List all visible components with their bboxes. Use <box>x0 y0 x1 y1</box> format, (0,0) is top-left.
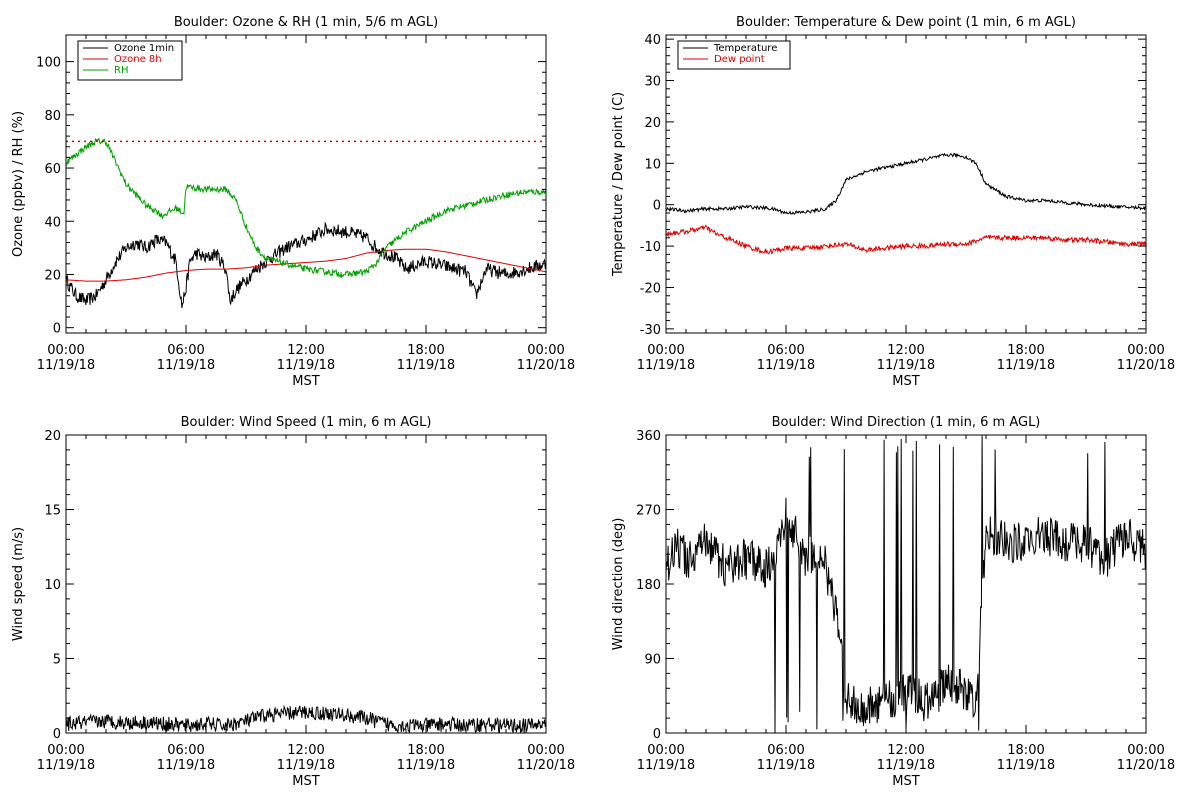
x-tick-date-label: 11/19/18 <box>157 358 215 373</box>
y-tick-label: 360 <box>636 429 661 444</box>
x-tick-date-label: 11/19/18 <box>877 758 935 773</box>
y-tick-label: 0 <box>653 199 661 214</box>
x-tick-date-label: 11/19/18 <box>637 758 695 773</box>
chart-panel-3: Boulder: Wind Speed (1 min, 6 m AGL) Wind… <box>11 415 575 789</box>
x-tick-date-label: 11/19/18 <box>877 358 935 373</box>
x-tick-label: 00:00 <box>527 343 564 358</box>
series-line-dew-point <box>665 224 1147 255</box>
x-tick-date-label: 11/20/18 <box>517 358 575 373</box>
x-tick-label: 00:00 <box>647 743 684 758</box>
x-axis-label: MST <box>892 374 919 389</box>
series-line-ozone-1min <box>65 221 547 309</box>
y-tick-label: 20 <box>44 268 61 283</box>
y-tick-label: 15 <box>44 504 61 519</box>
chart-title: Boulder: Wind Speed (1 min, 6 m AGL) <box>181 415 432 430</box>
x-tick-date-label: 11/19/18 <box>397 358 455 373</box>
chart-title: Boulder: Wind Direction (1 min, 6 m AGL) <box>772 415 1041 430</box>
x-tick-date-label: 11/19/18 <box>397 758 455 773</box>
y-tick-label: 90 <box>644 653 661 668</box>
y-tick-label: 80 <box>44 109 61 124</box>
plot-frame <box>65 434 547 734</box>
legend-label: Ozone 1min <box>114 43 174 54</box>
y-axis-label: Wind speed (m/s) <box>11 527 26 641</box>
x-tick-label: 18:00 <box>1007 743 1044 758</box>
y-tick-label: 0 <box>53 727 61 742</box>
x-tick-date-label: 11/20/18 <box>1117 358 1175 373</box>
x-tick-label: 18:00 <box>407 743 444 758</box>
x-tick-date-label: 11/19/18 <box>997 758 1055 773</box>
chart-panel-4: Boulder: Wind Direction (1 min, 6 m AGL)… <box>611 415 1175 789</box>
y-tick-label: 20 <box>44 429 61 444</box>
x-tick-date-label: 11/19/18 <box>37 758 95 773</box>
x-tick-label: 00:00 <box>47 343 84 358</box>
y-tick-label: 0 <box>53 322 61 337</box>
y-tick-label: -30 <box>640 323 661 338</box>
y-tick-label: 40 <box>644 33 661 48</box>
x-tick-label: 00:00 <box>1127 743 1164 758</box>
x-tick-label: 06:00 <box>767 343 804 358</box>
plot-frame <box>665 34 1147 334</box>
y-tick-label: 10 <box>44 578 61 593</box>
series-line-ozone-8h <box>66 248 547 282</box>
x-tick-label: 12:00 <box>887 743 924 758</box>
legend-label: Temperature <box>713 43 777 54</box>
legend-label: Dew point <box>714 54 765 65</box>
chart-panel-1: Boulder: Ozone & RH (1 min, 5/6 m AGL) Oz… <box>11 15 575 389</box>
x-axis-label: MST <box>292 774 319 789</box>
y-tick-label: -20 <box>640 281 661 296</box>
x-axis-label: MST <box>892 774 919 789</box>
y-tick-label: 40 <box>44 215 61 230</box>
x-tick-date-label: 11/20/18 <box>517 758 575 773</box>
x-tick-date-label: 11/19/18 <box>37 358 95 373</box>
x-tick-date-label: 11/20/18 <box>1117 758 1175 773</box>
y-tick-label: 10 <box>644 157 661 172</box>
x-axis-label: MST <box>292 374 319 389</box>
legend-box <box>677 40 791 70</box>
x-tick-label: 00:00 <box>47 743 84 758</box>
chart-title: Boulder: Temperature & Dew point (1 min,… <box>736 15 1076 30</box>
y-axis-label: Temperature / Dew point (C) <box>611 92 626 277</box>
x-tick-label: 12:00 <box>887 343 924 358</box>
x-tick-date-label: 11/19/18 <box>157 758 215 773</box>
chart-title: Boulder: Ozone & RH (1 min, 5/6 m AGL) <box>174 15 438 30</box>
y-tick-label: 5 <box>53 653 61 668</box>
series-line-data <box>665 435 1147 734</box>
legend-label: RH <box>114 65 128 76</box>
x-tick-label: 00:00 <box>527 743 564 758</box>
x-tick-date-label: 11/19/18 <box>277 758 335 773</box>
x-tick-label: 12:00 <box>287 343 324 358</box>
series-line-rh <box>65 137 547 280</box>
y-tick-label: -10 <box>640 240 661 255</box>
x-tick-label: 12:00 <box>287 743 324 758</box>
y-tick-label: 20 <box>644 116 661 131</box>
x-tick-label: 18:00 <box>1007 343 1044 358</box>
y-tick-label: 180 <box>636 578 661 593</box>
x-tick-label: 00:00 <box>647 343 684 358</box>
plot-frame <box>665 434 1147 734</box>
x-tick-label: 06:00 <box>167 743 204 758</box>
x-tick-date-label: 11/19/18 <box>757 758 815 773</box>
y-tick-label: 270 <box>636 504 661 519</box>
chart-panel-2: Boulder: Temperature & Dew point (1 min,… <box>611 15 1175 389</box>
x-tick-date-label: 11/19/18 <box>637 358 695 373</box>
y-tick-label: 60 <box>44 162 61 177</box>
y-tick-label: 100 <box>36 56 61 71</box>
x-tick-date-label: 11/19/18 <box>757 358 815 373</box>
legend-label: Ozone 8h <box>114 54 162 65</box>
x-tick-date-label: 11/19/18 <box>997 358 1055 373</box>
x-tick-label: 06:00 <box>767 743 804 758</box>
x-tick-date-label: 11/19/18 <box>277 358 335 373</box>
y-tick-label: 0 <box>653 727 661 742</box>
y-axis-label: Ozone (ppbv) / RH (%) <box>11 111 26 257</box>
x-tick-label: 06:00 <box>167 343 204 358</box>
x-tick-label: 00:00 <box>1127 343 1164 358</box>
series-line-temperature <box>665 152 1147 215</box>
x-tick-label: 18:00 <box>407 343 444 358</box>
y-tick-label: 30 <box>644 75 661 90</box>
y-axis-label: Wind direction (deg) <box>611 518 626 651</box>
